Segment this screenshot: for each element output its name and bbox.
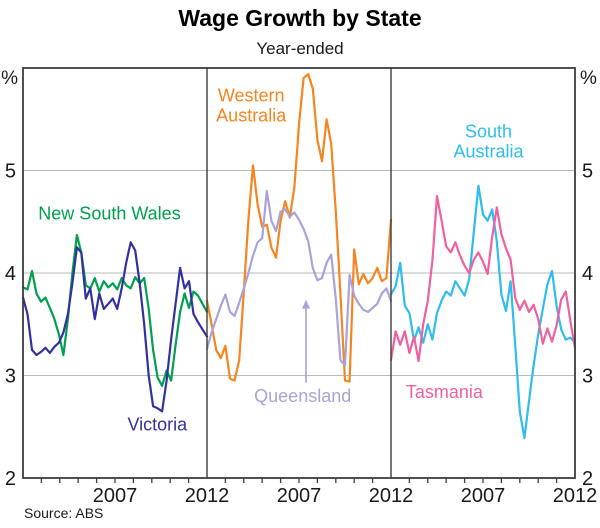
source-note: Source: ABS: [24, 505, 104, 521]
y-tick-label-right-4: 4: [582, 263, 593, 285]
y-tick-label-right-2: 2: [582, 468, 593, 490]
x-tick-label-2012: 2012: [369, 485, 414, 507]
x-tick-label-2012: 2012: [185, 485, 230, 507]
series-label-western-australia: Western Australia: [216, 86, 287, 126]
unit-label-left: %: [1, 68, 18, 89]
chart-subtitle: Year-ended: [256, 39, 344, 58]
y-tick-label-right-3: 3: [582, 366, 593, 388]
y-tick-label-left-5: 5: [5, 161, 16, 183]
x-tick-label-2007: 2007: [461, 485, 506, 507]
y-tick-label-left-2: 2: [5, 468, 16, 490]
chart-title: Wage Growth by State: [178, 5, 422, 31]
series-label-queensland: Queensland: [254, 386, 351, 406]
plot-frame: [22, 67, 576, 479]
y-tick-label-left-4: 4: [5, 263, 16, 285]
series-line-victoria: [21, 241, 209, 413]
x-tick-label-2007: 2007: [277, 485, 322, 507]
series-label-tasmania: Tasmania: [406, 382, 484, 402]
x-tick-label-2012: 2012: [553, 485, 598, 507]
y-tick-label-right-5: 5: [582, 161, 593, 183]
series-line-western-australia: [205, 72, 393, 383]
series-label-new-south-wales: New South Wales: [38, 204, 180, 224]
series-line-tasmania: [389, 195, 577, 363]
unit-label-right: %: [580, 68, 597, 89]
series-label-south-australia: South Australia: [453, 122, 524, 162]
series-label-victoria: Victoria: [127, 415, 188, 435]
x-tick-label-2007: 2007: [93, 485, 138, 507]
series-line-queensland: [205, 189, 393, 367]
y-tick-label-left-3: 3: [5, 366, 16, 388]
series-line-new-south-wales: [21, 234, 209, 387]
annotation-arrow-head: [301, 299, 310, 309]
